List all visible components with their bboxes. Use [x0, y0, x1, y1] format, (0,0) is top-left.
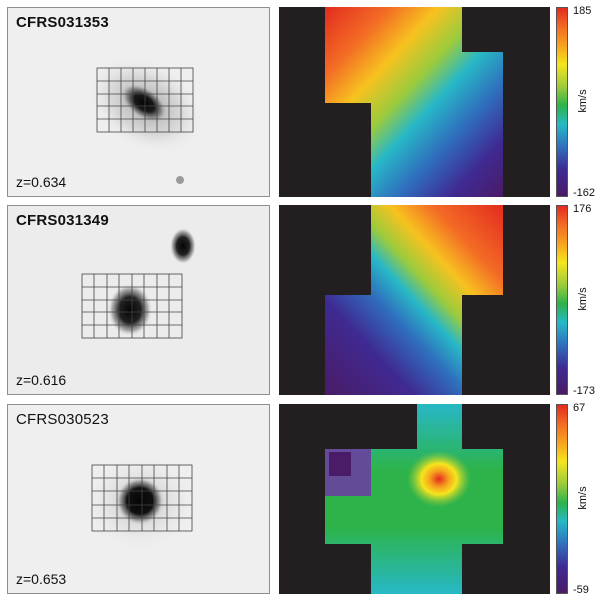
ifu-grid	[96, 67, 194, 133]
velocity-map	[279, 404, 550, 594]
velocity-field	[279, 205, 550, 395]
colorbar-unit-label: km/s	[577, 287, 589, 311]
ifu-grid	[81, 273, 183, 339]
velocity-field	[279, 7, 550, 197]
galaxy-name: CFRS031349	[16, 212, 109, 229]
colorbar-max-label: 176	[573, 203, 592, 215]
galaxy-image-panel: CFRS031353 z=0.634	[7, 7, 270, 197]
velocity-map	[279, 7, 550, 197]
colorbar-unit-label: km/s	[577, 486, 589, 510]
galaxy-name: CFRS031353	[16, 14, 109, 31]
galaxy-name: CFRS030523	[16, 411, 109, 428]
colorbar	[556, 404, 568, 594]
colorbar-max-label: 67	[573, 402, 586, 414]
galaxy-image-panel: CFRS031349 z=0.616	[7, 205, 270, 395]
row-cfrs030523: CFRS030523 z=0.653	[0, 402, 600, 596]
row-cfrs031353: CFRS031353 z=0.634	[0, 5, 600, 199]
galaxy-image-panel: CFRS030523 z=0.653	[7, 404, 270, 594]
colorbar	[556, 7, 568, 197]
ifu-grid	[91, 464, 193, 532]
galaxy-image	[8, 405, 269, 593]
colorbar	[556, 205, 568, 395]
redshift-label: z=0.616	[16, 372, 67, 388]
colorbar-min-label: -173	[573, 385, 596, 397]
redshift-label: z=0.653	[16, 571, 67, 587]
colorbar-max-label: 185	[573, 5, 592, 17]
redshift-label: z=0.634	[16, 174, 67, 190]
galaxy-image	[8, 206, 269, 394]
row-cfrs031349: CFRS031349 z=0.616	[0, 203, 600, 397]
colorbar-unit-label: km/s	[577, 89, 589, 113]
velocity-map	[279, 205, 550, 395]
velocity-field	[279, 404, 550, 594]
colorbar-min-label: -59	[573, 584, 589, 596]
galaxy-image	[8, 8, 269, 196]
colorbar-min-label: -162	[573, 187, 596, 199]
